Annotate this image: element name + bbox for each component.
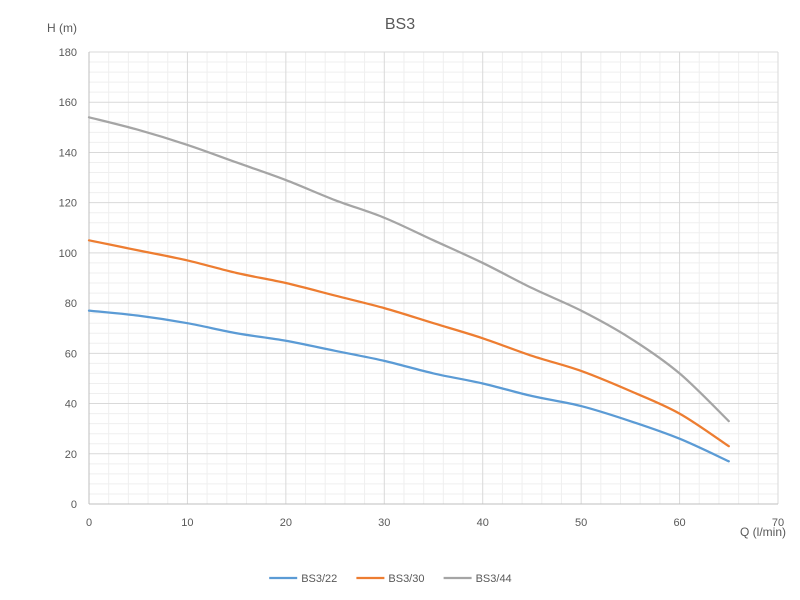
y-tick-label: 120	[59, 198, 77, 210]
series-lines	[87, 116, 730, 463]
minor-gridlines	[89, 52, 778, 504]
legend: BS3/22 BS3/30 BS3/44	[269, 573, 512, 585]
y-tick-label: 160	[59, 97, 77, 109]
y-tick-labels: 0 20 40 60 80 100 120 140 160 180	[59, 47, 77, 511]
x-tick-label: 40	[477, 517, 489, 529]
y-tick-label: 60	[65, 348, 77, 360]
series-line-bs3-30	[87, 239, 730, 448]
legend-item-bs3-44: BS3/44	[443, 573, 512, 585]
x-tick-label: 30	[378, 517, 390, 529]
y-tick-label: 0	[71, 499, 77, 511]
x-tick-labels: 0 10 20 30 40 50 60 70	[86, 517, 784, 529]
y-tick-label: 100	[59, 248, 77, 260]
legend-label: BS3/44	[476, 573, 512, 585]
x-tick-label: 20	[280, 517, 292, 529]
y-tick-label: 80	[65, 298, 77, 310]
legend-label: BS3/22	[301, 573, 337, 585]
x-tick-label: 50	[575, 517, 587, 529]
y-axis-title: H (m)	[47, 21, 77, 35]
y-tick-label: 140	[59, 147, 77, 159]
legend-item-bs3-22: BS3/22	[269, 573, 337, 585]
chart-title: BS3	[385, 16, 415, 33]
series-line-bs3-22	[87, 309, 730, 463]
x-tick-label: 70	[772, 517, 784, 529]
y-tick-label: 40	[65, 399, 77, 411]
y-tick-label: 20	[65, 449, 77, 461]
x-tick-label: 0	[86, 517, 92, 529]
legend-label: BS3/30	[388, 573, 424, 585]
series-line-bs3-44	[87, 116, 730, 423]
x-tick-label: 60	[673, 517, 685, 529]
x-tick-label: 10	[181, 517, 193, 529]
major-gridlines	[89, 51, 779, 504]
legend-item-bs3-30: BS3/30	[356, 573, 424, 585]
axes	[88, 52, 778, 505]
x-axis-title: Q (l/min)	[740, 525, 786, 539]
y-tick-label: 180	[59, 47, 77, 59]
